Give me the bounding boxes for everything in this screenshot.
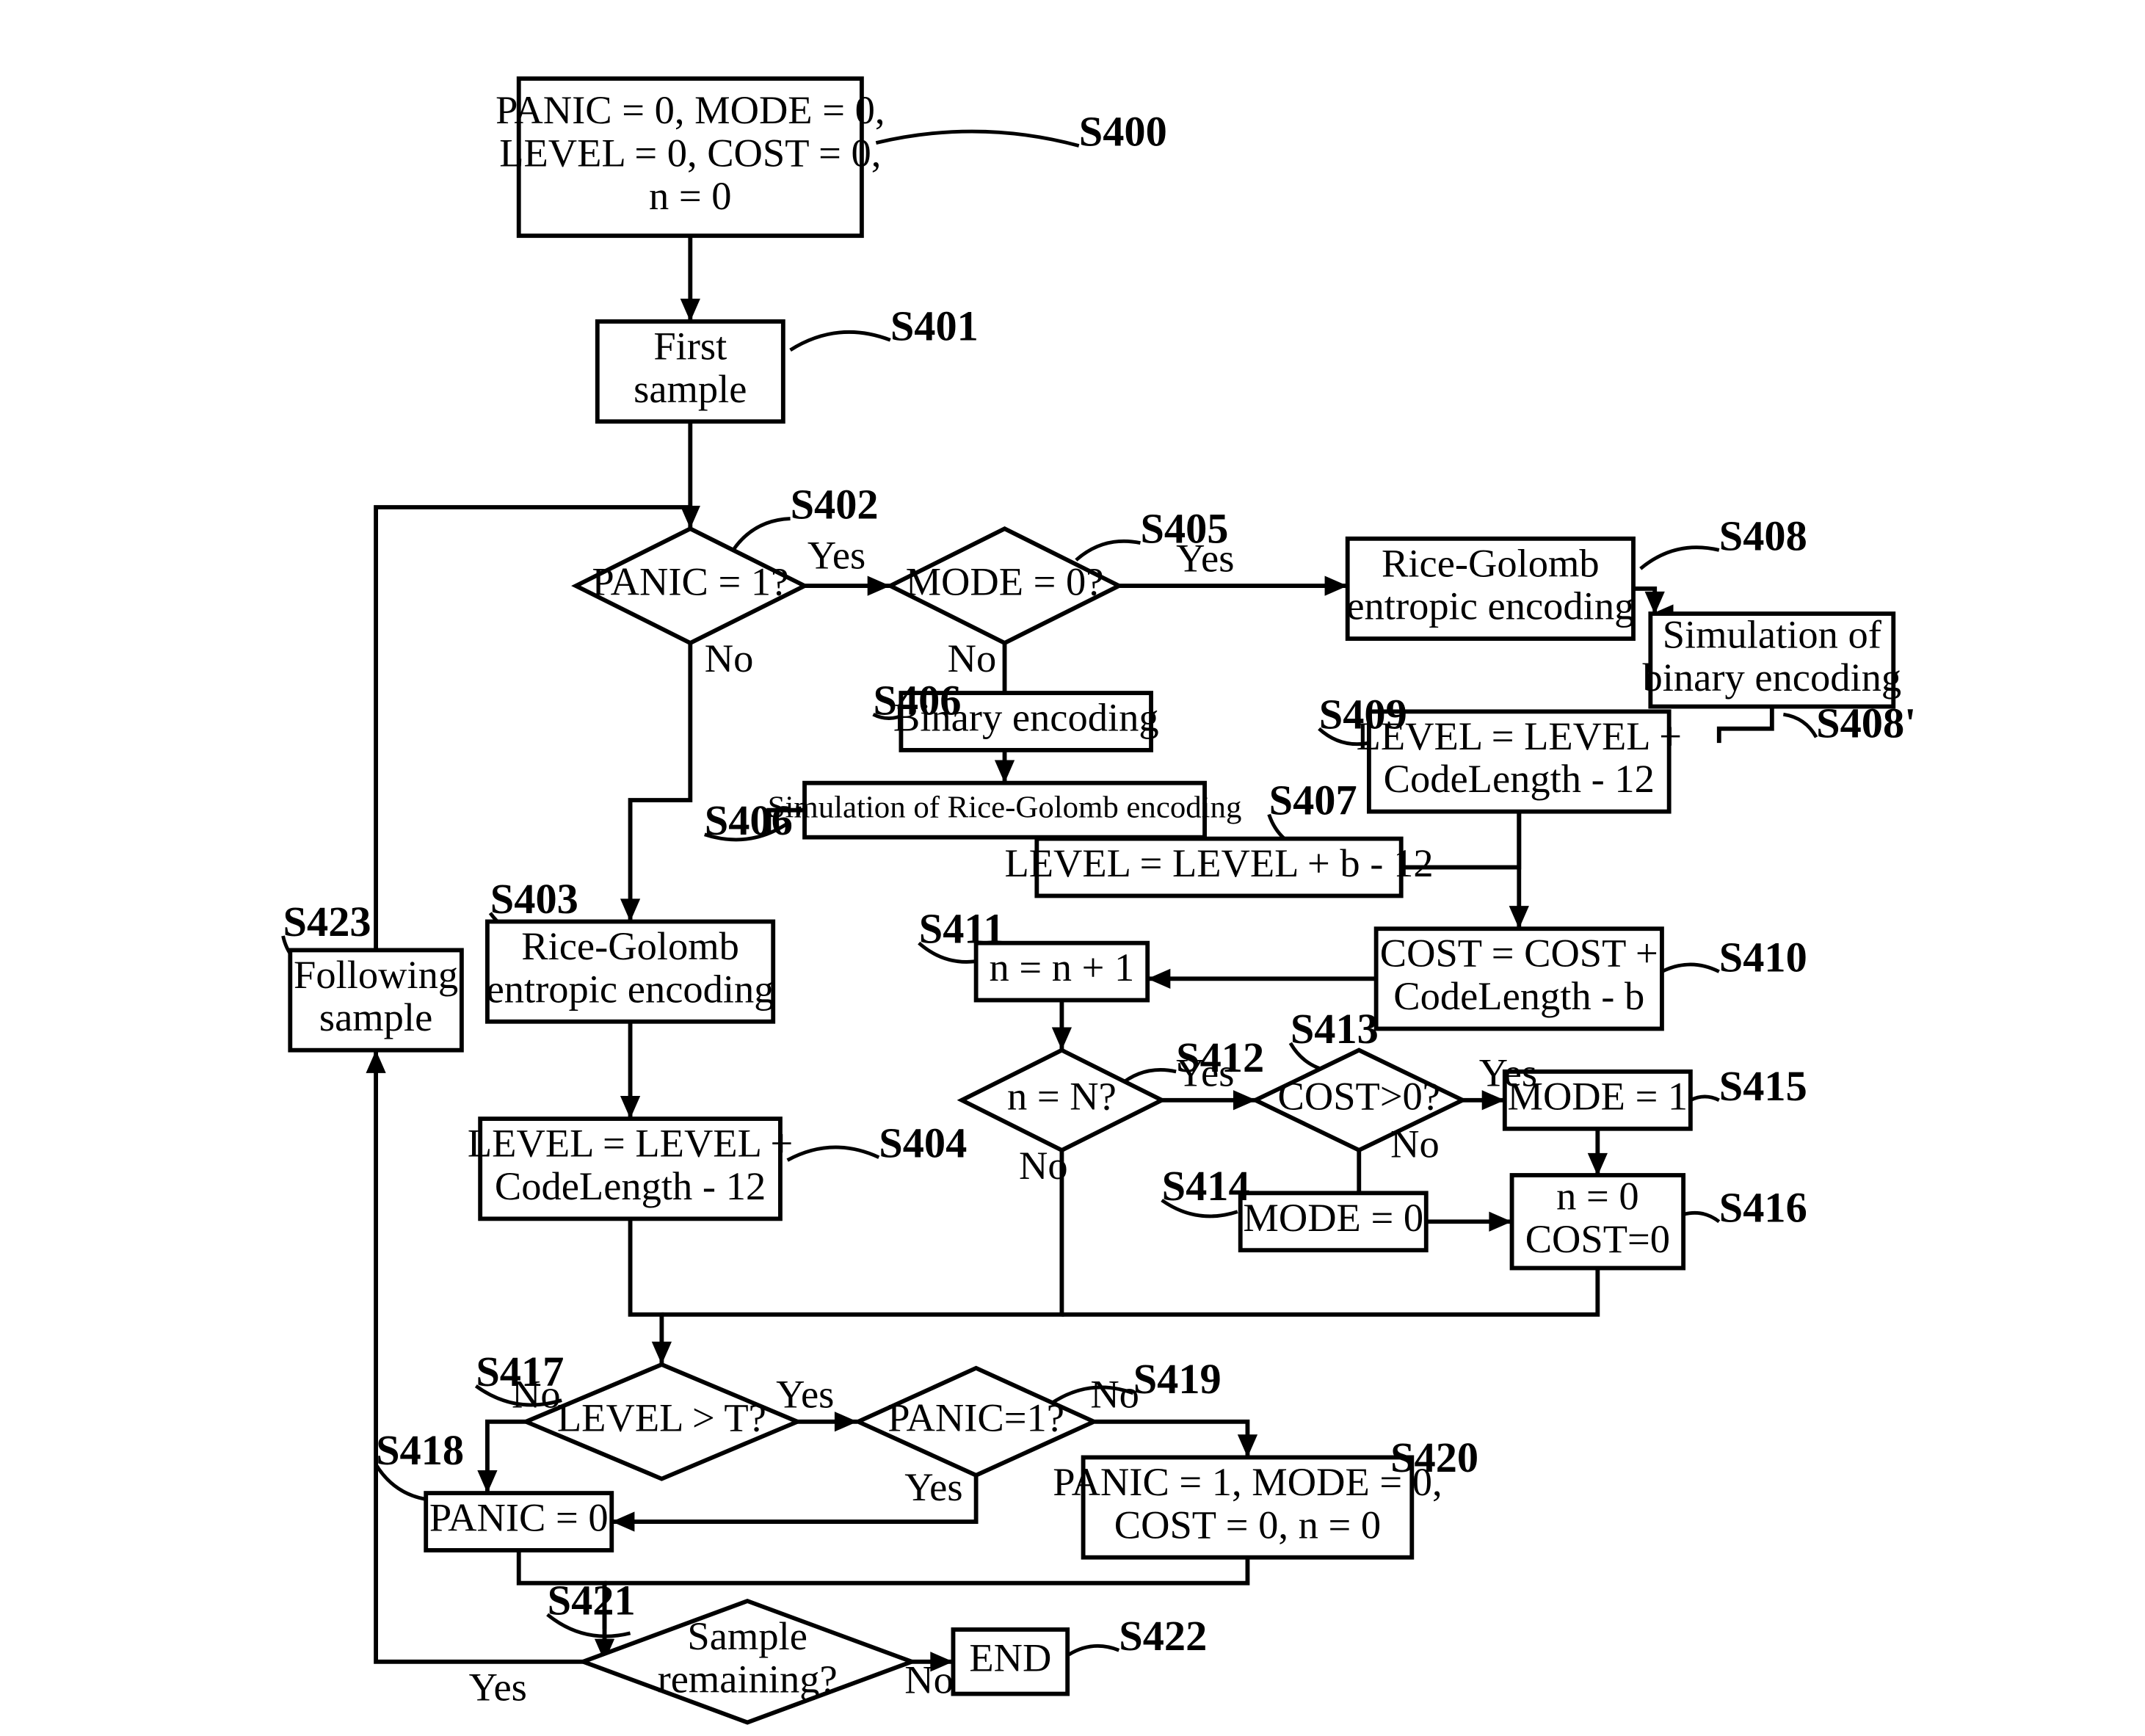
node-text: n = n + 1 xyxy=(990,945,1135,989)
node-text: PANIC=1? xyxy=(888,1395,1064,1439)
node-text: Simulation of xyxy=(1663,612,1882,657)
node-text: COST>0? xyxy=(1278,1073,1441,1118)
node-S414: MODE = 0 xyxy=(1241,1193,1426,1250)
branch-label: No xyxy=(904,1657,954,1702)
branch-label: Yes xyxy=(807,533,865,578)
node-S416: n = 0COST=0 xyxy=(1512,1174,1684,1268)
node-S422: END xyxy=(953,1630,1067,1694)
node-text: Simulation of Rice-Golomb encoding xyxy=(768,790,1242,824)
step-label-S418: S418 xyxy=(376,1426,464,1474)
step-label-S404: S404 xyxy=(879,1119,967,1167)
node-text: COST = 0, n = 0 xyxy=(1114,1502,1381,1547)
step-label-S413: S413 xyxy=(1291,1005,1379,1053)
branch-label: No xyxy=(948,636,997,680)
node-text: LEVEL = 0, COST = 0, xyxy=(499,131,881,175)
node-text: LEVEL > T? xyxy=(557,1395,766,1439)
step-label-S410: S410 xyxy=(1719,934,1807,981)
step-label-S419: S419 xyxy=(1133,1355,1222,1403)
branch-label: Yes xyxy=(776,1371,834,1416)
node-text: n = N? xyxy=(1007,1073,1117,1118)
step-label-S421: S421 xyxy=(548,1577,636,1624)
node-S417: LEVEL > T? xyxy=(526,1365,797,1479)
branch-label: No xyxy=(1019,1143,1068,1188)
node-S423: Followingsample xyxy=(290,950,462,1050)
node-S404: LEVEL = LEVEL +CodeLength - 12 xyxy=(468,1119,793,1219)
node-text: PANIC = 0, MODE = 0, xyxy=(496,87,885,132)
node-S420: PANIC = 1, MODE = 0,COST = 0, n = 0 xyxy=(1053,1457,1442,1557)
branch-label: Yes xyxy=(1479,1050,1537,1094)
node-text: LEVEL = LEVEL + xyxy=(468,1121,793,1166)
node-S407: LEVEL = LEVEL + b - 12 xyxy=(1004,839,1433,896)
node-text: PANIC = 1? xyxy=(592,559,788,604)
node-text: n = 0 xyxy=(649,173,732,218)
branch-label: No xyxy=(705,636,754,680)
node-text: CodeLength - 12 xyxy=(495,1163,766,1208)
node-text: entropic encoding xyxy=(1346,584,1634,628)
node-text: MODE = 0 xyxy=(1243,1195,1423,1240)
node-text: COST=0 xyxy=(1525,1216,1670,1261)
node-text: Following xyxy=(294,952,458,997)
node-S403: Rice-Golombentropic encoding xyxy=(487,921,774,1021)
branch-label: Yes xyxy=(904,1464,962,1509)
branch-label: Yes xyxy=(1176,536,1234,581)
node-text: Rice-Golomb xyxy=(521,923,739,968)
step-label-S400: S400 xyxy=(1079,108,1167,156)
branch-label: No xyxy=(1390,1122,1440,1166)
node-text: n = 0 xyxy=(1556,1174,1639,1219)
node-text: sample xyxy=(634,366,747,411)
step-label-S407: S407 xyxy=(1269,777,1357,824)
step-label-S401: S401 xyxy=(890,302,979,349)
step-label-S406: S406 xyxy=(873,676,961,724)
step-label-S422: S422 xyxy=(1119,1612,1207,1660)
node-text: PANIC = 0 xyxy=(429,1495,609,1540)
step-label-S411: S411 xyxy=(919,905,1005,953)
node-text: COST = COST + xyxy=(1380,931,1658,976)
step-label-S402: S402 xyxy=(791,481,879,529)
node-S408: Rice-Golombentropic encoding xyxy=(1346,539,1634,639)
node-text: LEVEL = LEVEL + b - 12 xyxy=(1004,840,1433,885)
step-label-S408p: S408' xyxy=(1816,699,1916,747)
node-text: END xyxy=(969,1635,1051,1679)
node-S412: n = N? xyxy=(962,1050,1162,1150)
step-label-S420: S420 xyxy=(1390,1434,1478,1481)
node-text: Rice-Golomb xyxy=(1382,540,1600,585)
node-text: entropic encoding xyxy=(487,966,774,1011)
branch-label: Yes xyxy=(469,1664,527,1709)
node-text: PANIC = 1, MODE = 0, xyxy=(1053,1459,1442,1504)
node-text: sample xyxy=(319,995,432,1039)
step-label-S423: S423 xyxy=(283,898,371,945)
node-text: remaining? xyxy=(658,1656,838,1701)
branch-label: Yes xyxy=(1176,1050,1234,1094)
step-label-S403: S403 xyxy=(490,875,578,923)
node-text: CodeLength - b xyxy=(1393,973,1644,1018)
node-text: CodeLength - 12 xyxy=(1384,756,1655,801)
step-label-S408: S408 xyxy=(1719,512,1807,559)
node-S400: PANIC = 0, MODE = 0,LEVEL = 0, COST = 0,… xyxy=(496,79,885,236)
node-S405: MODE = 0? xyxy=(890,529,1119,643)
step-label-S416: S416 xyxy=(1719,1183,1807,1231)
branch-label: No xyxy=(1090,1371,1139,1416)
node-S402: PANIC = 1? xyxy=(576,529,805,643)
node-S406p: Simulation of Rice-Golomb encoding xyxy=(768,783,1242,838)
node-text: Sample xyxy=(687,1613,807,1658)
node-text: First xyxy=(653,323,727,368)
node-S408p: Simulation ofbinary encoding xyxy=(1642,612,1901,707)
node-S410: COST = COST +CodeLength - b xyxy=(1376,929,1662,1028)
branch-label: No xyxy=(512,1371,561,1416)
node-S418: PANIC = 0 xyxy=(426,1493,611,1550)
node-text: MODE = 0? xyxy=(906,559,1104,604)
step-label-S415: S415 xyxy=(1719,1062,1807,1110)
step-label-S406p: S406' xyxy=(705,796,805,844)
step-label-S414: S414 xyxy=(1162,1162,1250,1210)
step-label-S409: S409 xyxy=(1319,691,1407,738)
node-text: binary encoding xyxy=(1642,655,1901,700)
node-S401: Firstsample xyxy=(598,322,783,421)
